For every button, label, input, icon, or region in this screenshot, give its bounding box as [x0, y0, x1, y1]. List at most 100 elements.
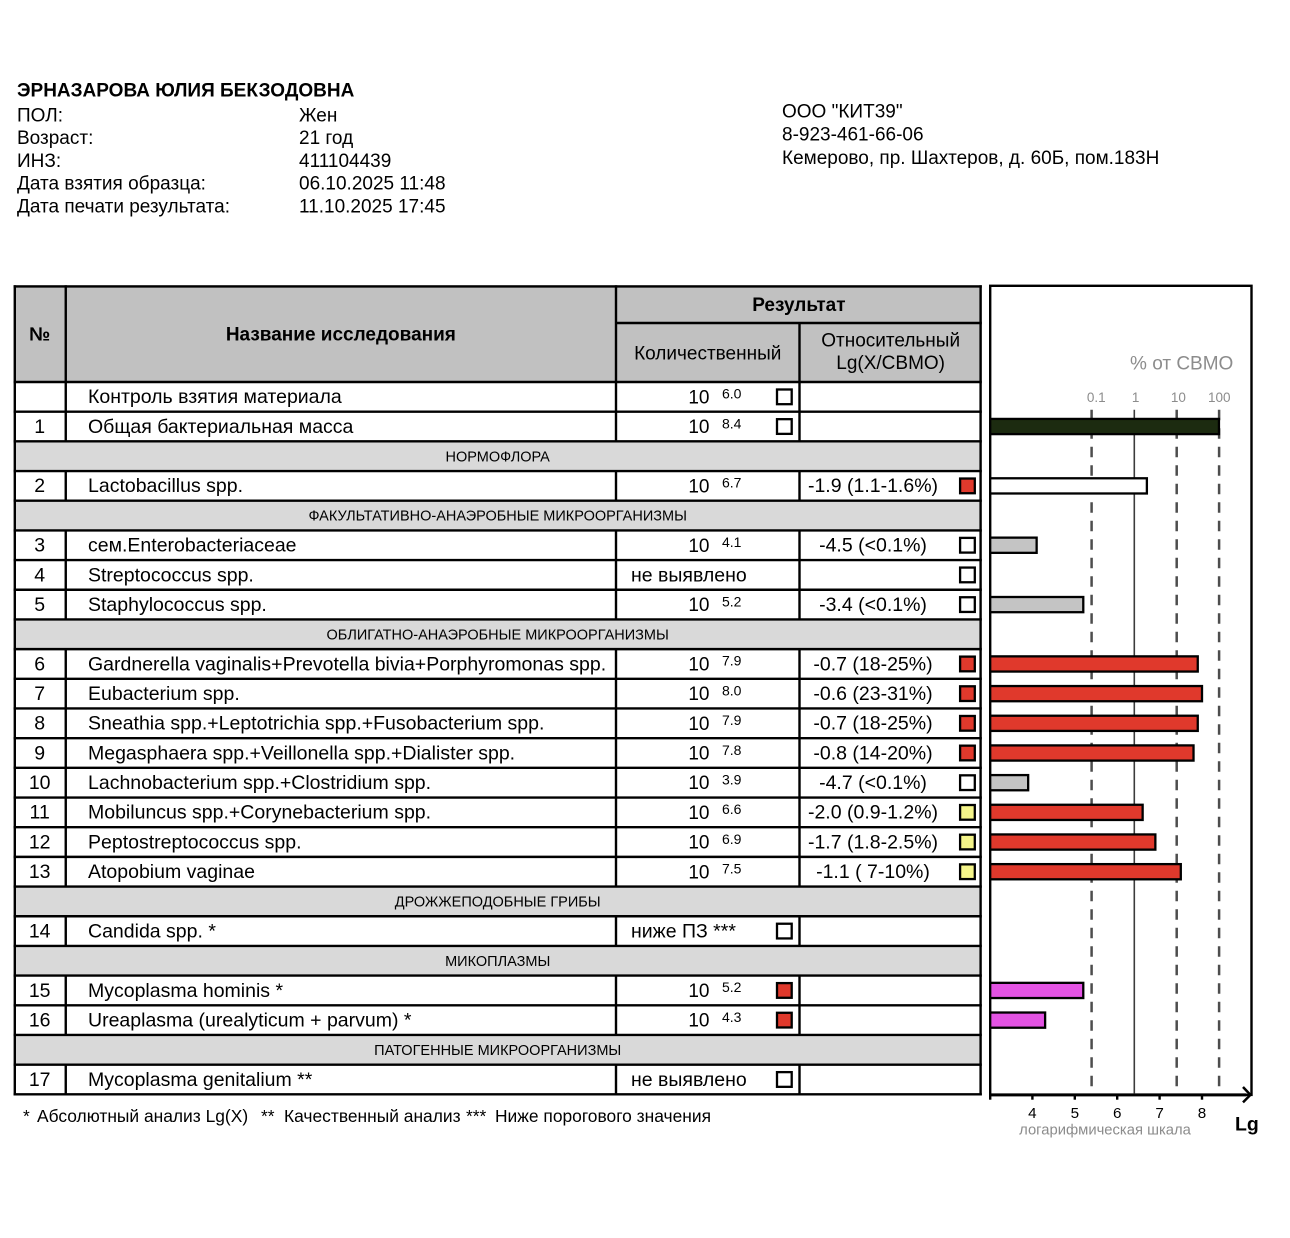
svg-text:10: 10	[688, 773, 709, 794]
svg-text:17: 17	[29, 1069, 51, 1091]
svg-text:Дата взятия образца:: Дата взятия образца:	[17, 174, 206, 195]
svg-text:Абсолютный анализ Lg(X): Абсолютный анализ Lg(X)	[37, 1106, 248, 1126]
svg-text:ПАТОГЕННЫЕ МИКРООРГАНИЗМЫ: ПАТОГЕННЫЕ МИКРООРГАНИЗМЫ	[374, 1043, 621, 1059]
svg-text:Mobiluncus spp.+Corynebacteriu: Mobiluncus spp.+Corynebacterium spp.	[88, 802, 431, 824]
svg-text:-3.4 (<0.1%): -3.4 (<0.1%)	[819, 594, 927, 616]
svg-text:4: 4	[34, 564, 45, 586]
svg-text:-1.9 (1.1-1.6%): -1.9 (1.1-1.6%)	[808, 475, 938, 497]
svg-text:10: 10	[688, 417, 709, 438]
svg-text:411104439: 411104439	[299, 151, 391, 172]
svg-text:100: 100	[1208, 390, 1231, 405]
svg-text:-0.6 (23-31%): -0.6 (23-31%)	[813, 683, 932, 705]
svg-text:2: 2	[34, 475, 45, 497]
svg-text:7.8: 7.8	[722, 742, 742, 758]
svg-text:4.1: 4.1	[722, 534, 742, 550]
svg-text:Результат: Результат	[752, 295, 845, 316]
svg-text:% от СВМО: % от СВМО	[1130, 354, 1233, 375]
svg-text:9: 9	[34, 742, 45, 764]
svg-text:ЭРНАЗАРОВА ЮЛИЯ БЕКЗОДОВНА: ЭРНАЗАРОВА ЮЛИЯ БЕКЗОДОВНА	[17, 80, 355, 101]
svg-text:10: 10	[29, 772, 51, 794]
svg-text:-2.0 (0.9-1.2%): -2.0 (0.9-1.2%)	[808, 802, 938, 824]
svg-text:10: 10	[688, 981, 709, 1002]
svg-text:10: 10	[688, 1011, 709, 1032]
svg-text:Относительный: Относительный	[821, 331, 960, 352]
svg-text:4.3: 4.3	[722, 1009, 742, 1025]
svg-text:21 год: 21 год	[299, 128, 353, 149]
svg-text:6.7: 6.7	[722, 475, 742, 491]
svg-text:Candida spp. *: Candida spp. *	[88, 920, 216, 942]
svg-text:8.4: 8.4	[722, 415, 742, 431]
svg-text:Mycoplasma genitalium **: Mycoplasma genitalium **	[88, 1069, 313, 1091]
svg-text:-4.5 (<0.1%): -4.5 (<0.1%)	[819, 535, 927, 557]
svg-text:Peptostreptococcus spp.: Peptostreptococcus spp.	[88, 831, 302, 853]
svg-text:Возраст:: Возраст:	[17, 128, 93, 149]
svg-text:1: 1	[1132, 390, 1140, 405]
svg-text:8: 8	[34, 713, 45, 735]
svg-text:8.0: 8.0	[722, 682, 742, 698]
svg-text:Lachnobacterium spp.+Clostridi: Lachnobacterium spp.+Clostridium spp.	[88, 772, 431, 794]
svg-text:-0.8 (14-20%): -0.8 (14-20%)	[813, 742, 932, 764]
svg-text:10: 10	[688, 536, 709, 557]
svg-text:***: ***	[466, 1106, 487, 1126]
svg-text:6.9: 6.9	[722, 831, 742, 847]
svg-text:10: 10	[688, 684, 709, 705]
svg-text:ООО "КИТ39": ООО "КИТ39"	[782, 101, 903, 122]
svg-text:11.10.2025 17:45: 11.10.2025 17:45	[299, 196, 446, 217]
svg-text:№: №	[29, 325, 50, 346]
svg-text:10: 10	[688, 803, 709, 824]
svg-text:7: 7	[34, 683, 45, 705]
svg-text:*: *	[23, 1106, 30, 1126]
svg-text:Atopobium vaginae: Atopobium vaginae	[88, 861, 255, 883]
svg-text:16: 16	[29, 1009, 51, 1031]
svg-text:-1.7 (1.8-2.5%): -1.7 (1.8-2.5%)	[808, 831, 938, 853]
svg-text:Streptococcus spp.: Streptococcus spp.	[88, 564, 254, 586]
svg-text:НОРМОФЛОРА: НОРМОФЛОРА	[446, 449, 551, 465]
svg-text:06.10.2025 11:48: 06.10.2025 11:48	[299, 174, 446, 195]
svg-text:15: 15	[29, 980, 51, 1002]
svg-text:ФАКУЛЬТАТИВНО-АНАЭРОБНЫЕ МИКРО: ФАКУЛЬТАТИВНО-АНАЭРОБНЫЕ МИКРООРГАНИЗМЫ	[308, 509, 686, 525]
svg-text:ниже ПЗ ***: ниже ПЗ ***	[631, 920, 736, 942]
svg-text:Название исследования: Название исследования	[226, 325, 456, 346]
svg-text:7.9: 7.9	[722, 653, 742, 669]
svg-text:Контроль взятия материала: Контроль взятия материала	[88, 386, 342, 408]
svg-text:7.9: 7.9	[722, 712, 742, 728]
svg-text:МИКОПЛАЗМЫ: МИКОПЛАЗМЫ	[445, 954, 550, 970]
svg-text:**: **	[261, 1106, 275, 1126]
svg-text:8: 8	[1198, 1105, 1206, 1122]
svg-text:Ниже порогового значения: Ниже порогового значения	[495, 1106, 711, 1126]
svg-text:12: 12	[29, 831, 51, 853]
svg-text:сем.Enterobacteriaceae: сем.Enterobacteriaceae	[88, 535, 297, 557]
svg-text:-0.7 (18-25%): -0.7 (18-25%)	[813, 713, 932, 735]
svg-text:Lg(X/CBMO): Lg(X/CBMO)	[836, 353, 945, 374]
svg-text:5.2: 5.2	[722, 979, 742, 995]
svg-text:ДРОЖЖЕПОДОБНЫЕ ГРИБЫ: ДРОЖЖЕПОДОБНЫЕ ГРИБЫ	[395, 894, 601, 910]
svg-text:-4.7 (<0.1%): -4.7 (<0.1%)	[819, 772, 927, 794]
svg-text:Жен: Жен	[299, 106, 337, 127]
svg-text:10: 10	[688, 744, 709, 765]
svg-text:13: 13	[29, 861, 51, 883]
svg-text:не выявлено: не выявлено	[631, 564, 747, 586]
svg-text:10: 10	[688, 476, 709, 497]
svg-text:0.1: 0.1	[1087, 390, 1106, 405]
svg-text:10: 10	[688, 862, 709, 883]
svg-text:Lg: Lg	[1235, 1114, 1259, 1136]
svg-text:Gardnerella vaginalis+Prevotel: Gardnerella vaginalis+Prevotella bivia+P…	[88, 653, 606, 675]
svg-text:8-923-461-66-06: 8-923-461-66-06	[782, 125, 924, 146]
svg-text:4: 4	[1028, 1105, 1036, 1122]
svg-text:7: 7	[1155, 1105, 1163, 1122]
svg-text:Общая бактериальная масса: Общая бактериальная масса	[88, 416, 354, 438]
svg-text:Кемерово, пр. Шахтеров, д. 60Б: Кемерово, пр. Шахтеров, д. 60Б, пом.183Н	[782, 148, 1159, 169]
svg-text:Дата печати результата:: Дата печати результата:	[17, 196, 230, 217]
svg-text:Mycoplasma hominis *: Mycoplasma hominis *	[88, 980, 283, 1002]
svg-text:6: 6	[1113, 1105, 1121, 1122]
svg-text:10: 10	[688, 833, 709, 854]
svg-text:ОБЛИГАТНО-АНАЭРОБНЫЕ МИКРООРГА: ОБЛИГАТНО-АНАЭРОБНЫЕ МИКРООРГАНИЗМЫ	[327, 627, 669, 643]
svg-text:-0.7 (18-25%): -0.7 (18-25%)	[813, 653, 932, 675]
svg-text:1: 1	[34, 416, 45, 438]
svg-text:Megasphaera spp.+Veillonella s: Megasphaera spp.+Veillonella spp.+Dialis…	[88, 742, 515, 764]
svg-text:3: 3	[34, 535, 45, 557]
svg-text:Staphylococcus spp.: Staphylococcus spp.	[88, 594, 267, 616]
svg-text:Lactobacillus spp.: Lactobacillus spp.	[88, 475, 243, 497]
svg-text:5.2: 5.2	[722, 593, 742, 609]
svg-text:Качественный анализ: Качественный анализ	[284, 1106, 461, 1126]
